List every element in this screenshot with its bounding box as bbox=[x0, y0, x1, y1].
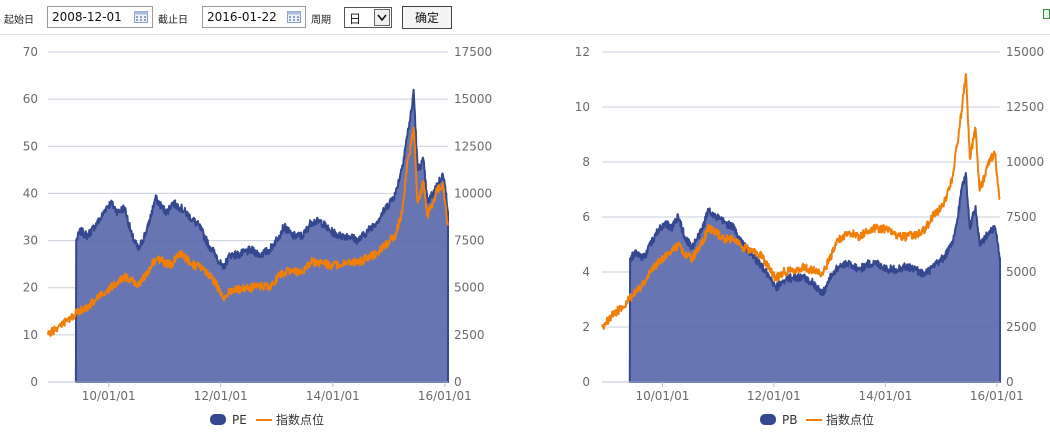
x-tick-label: 16/01/01 bbox=[418, 389, 472, 403]
y-left-tick-label: 0 bbox=[582, 375, 590, 389]
pe-chart: 0 10 20 30 40 50 60 70 0 2500 5000 7500 10000 12500 15… bbox=[23, 45, 492, 427]
end-date-input[interactable] bbox=[203, 7, 287, 27]
y-right-tick-label: 10000 bbox=[1006, 155, 1044, 169]
y-left-tick-label: 10 bbox=[575, 100, 590, 114]
y-right-tick-label: 2500 bbox=[454, 328, 485, 342]
y-left-tick-label: 8 bbox=[582, 155, 590, 169]
period-label: 周期 bbox=[311, 15, 331, 26]
y-left-tick-label: 6 bbox=[582, 210, 590, 224]
x-tick-label: 12/01/01 bbox=[747, 389, 801, 403]
y-left-tick-label: 4 bbox=[582, 265, 590, 279]
period-select-value: 日 bbox=[349, 12, 362, 26]
y-left-tick-label: 40 bbox=[23, 186, 38, 200]
x-tick-label: 12/01/01 bbox=[194, 389, 248, 403]
chart-legend: PE 指数点位 bbox=[210, 412, 324, 427]
legend-label-pb: PB bbox=[782, 413, 797, 427]
pb-area-series bbox=[628, 172, 1001, 383]
y-left-tick-label: 20 bbox=[23, 281, 38, 295]
y-left-tick-label: 60 bbox=[23, 92, 38, 106]
y-right-tick-label: 0 bbox=[1006, 375, 1014, 389]
y-right-tick-label: 12500 bbox=[454, 139, 492, 153]
legend-label-index: 指数点位 bbox=[276, 412, 324, 427]
chart-legend: PB 指数点位 bbox=[760, 412, 874, 427]
y-left-tick-label: 2 bbox=[582, 320, 590, 334]
y-right-tick-label: 2500 bbox=[1006, 320, 1037, 334]
start-date-field[interactable] bbox=[47, 6, 153, 28]
end-date-label: 截止日 bbox=[158, 15, 188, 26]
x-tick-label: 14/01/01 bbox=[858, 389, 912, 403]
y-right-tick-label: 15000 bbox=[1006, 45, 1044, 59]
y-right-tick-label: 5000 bbox=[454, 281, 485, 295]
index-line-series bbox=[601, 73, 1001, 330]
y-right-tick-label: 7500 bbox=[1006, 210, 1037, 224]
calendar-icon[interactable] bbox=[134, 11, 148, 23]
pb-chart: 0 2 4 6 8 10 12 0 2500 5000 7500 10000 12500 15000 10/… bbox=[575, 45, 1044, 427]
x-tick-label: 10/01/01 bbox=[635, 389, 689, 403]
period-select[interactable]: 日 bbox=[344, 7, 392, 28]
y-left-tick-label: 0 bbox=[30, 375, 38, 389]
legend-swatch-pb bbox=[760, 414, 776, 425]
y-right-tick-label: 17500 bbox=[454, 45, 492, 59]
y-left-tick-label: 12 bbox=[575, 45, 590, 59]
end-date-field[interactable] bbox=[202, 6, 306, 28]
start-date-input[interactable] bbox=[48, 7, 132, 27]
chevron-down-icon[interactable] bbox=[374, 9, 390, 26]
y-right-tick-label: 12500 bbox=[1006, 100, 1044, 114]
calendar-icon[interactable] bbox=[287, 11, 301, 23]
start-date-label: 起始日 bbox=[4, 15, 34, 26]
toolbar: 起始日 截止日 周期 日 确定 bbox=[0, 0, 1050, 35]
x-tick-label: 16/01/01 bbox=[970, 389, 1024, 403]
y-left-tick-label: 50 bbox=[23, 139, 38, 153]
confirm-button[interactable]: 确定 bbox=[402, 6, 452, 29]
x-tick-label: 14/01/01 bbox=[306, 389, 360, 403]
legend-swatch-pe bbox=[210, 414, 226, 425]
y-right-tick-label: 7500 bbox=[454, 234, 485, 248]
y-left-tick-label: 70 bbox=[23, 45, 38, 59]
x-tick-label: 10/01/01 bbox=[82, 389, 136, 403]
window-edge-icon bbox=[1043, 9, 1050, 19]
y-right-tick-label: 10000 bbox=[454, 186, 492, 200]
y-left-tick-label: 10 bbox=[23, 328, 38, 342]
legend-label-pe: PE bbox=[232, 413, 247, 427]
y-right-tick-label: 15000 bbox=[454, 92, 492, 106]
index-line-series bbox=[47, 126, 449, 337]
pe-area-series bbox=[74, 88, 449, 383]
y-right-tick-label: 5000 bbox=[1006, 265, 1037, 279]
y-left-tick-label: 30 bbox=[23, 234, 38, 248]
legend-label-index: 指数点位 bbox=[826, 412, 874, 427]
y-right-tick-label: 0 bbox=[454, 375, 462, 389]
